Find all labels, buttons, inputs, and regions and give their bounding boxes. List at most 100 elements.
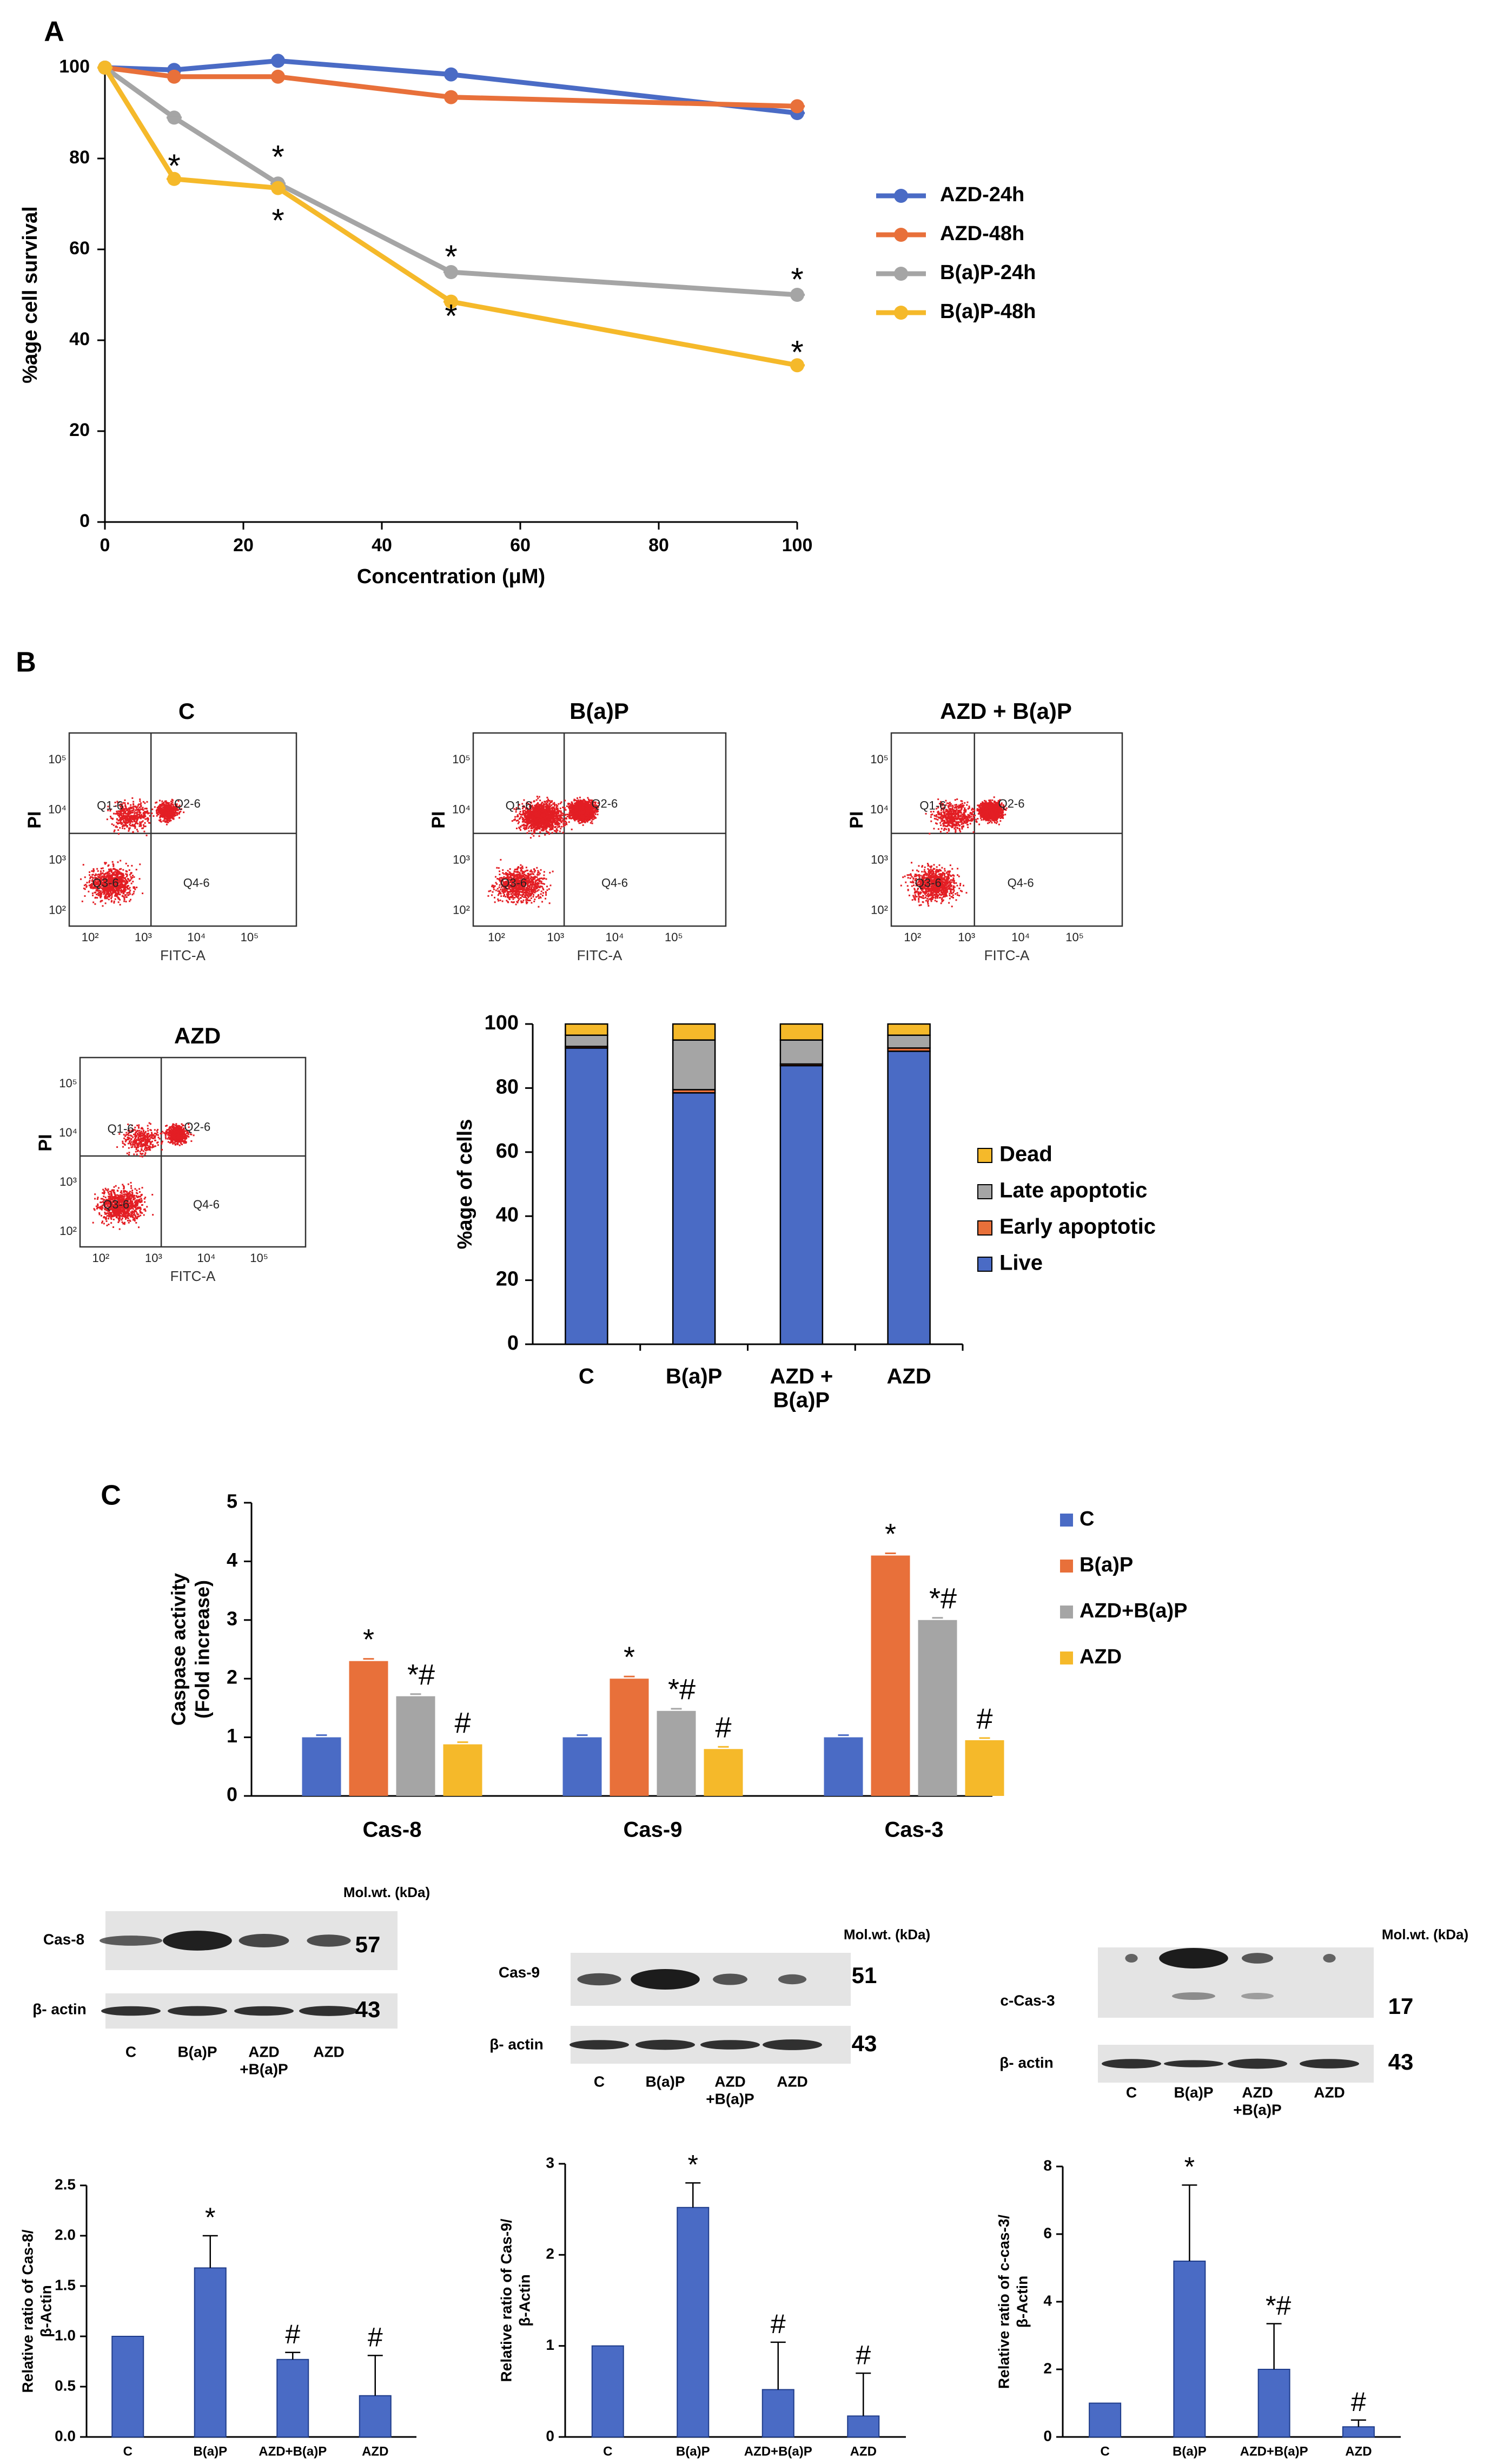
event-dot (534, 804, 536, 807)
event-dot (97, 886, 100, 888)
event-dot (534, 825, 536, 827)
event-dot (173, 813, 175, 815)
event-dot (91, 882, 93, 884)
event-dot (107, 805, 109, 808)
event-dot (156, 809, 158, 811)
event-dot (127, 886, 129, 888)
event-dot (523, 799, 525, 801)
event-dot (508, 881, 510, 883)
event-dot (115, 872, 117, 874)
event-dot (528, 893, 531, 895)
event-dot (127, 865, 129, 867)
event-dot (167, 804, 169, 807)
event-dot (502, 881, 505, 883)
event-dot (538, 808, 540, 810)
event-dot (520, 816, 522, 818)
event-dot (528, 874, 530, 876)
event-dot (509, 881, 511, 883)
event-dot (513, 883, 515, 885)
event-dot (175, 808, 177, 810)
event-dot (505, 873, 507, 875)
event-dot (105, 872, 108, 874)
event-dot (530, 823, 532, 825)
event-dot (166, 821, 168, 823)
event-dot (164, 814, 166, 816)
event-dot (100, 892, 102, 894)
event-dot (508, 887, 510, 889)
event-dot (102, 870, 104, 872)
event-dot (527, 889, 529, 891)
event-dot (504, 891, 506, 893)
event-dot (124, 816, 127, 818)
event-dot (130, 824, 133, 827)
event-dot (542, 828, 544, 830)
event-dot (160, 812, 162, 815)
event-dot (537, 886, 539, 888)
event-dot (148, 812, 150, 814)
event-dot (516, 880, 518, 882)
event-dot (509, 879, 511, 881)
event-dot (116, 875, 118, 877)
event-dot (551, 826, 553, 828)
event-dot (165, 814, 168, 816)
event-dot (542, 822, 545, 824)
event-dot (101, 875, 103, 877)
event-dot (170, 810, 172, 812)
event-dot (520, 829, 522, 831)
event-dot (552, 814, 554, 816)
event-dot (137, 806, 139, 808)
event-dot (112, 892, 114, 894)
event-dot (117, 887, 120, 889)
event-dot (543, 828, 545, 830)
event-dot (514, 886, 516, 888)
event-dot (125, 882, 127, 884)
event-dot (547, 801, 549, 803)
event-dot (579, 796, 581, 798)
event-dot (518, 821, 520, 823)
event-dot (144, 818, 147, 820)
event-dot (496, 888, 499, 890)
event-dot (133, 808, 135, 810)
event-dot (507, 893, 509, 895)
event-dot (527, 873, 529, 875)
event-dot (174, 811, 176, 813)
event-dot (555, 811, 558, 814)
event-dot (512, 901, 514, 903)
event-dot (181, 808, 183, 810)
event-dot (94, 884, 96, 887)
event-dot (491, 886, 493, 888)
event-dot (503, 886, 505, 888)
event-dot (108, 889, 110, 891)
event-dot (531, 818, 533, 821)
event-dot (549, 805, 552, 807)
event-dot (165, 816, 168, 818)
event-dot (539, 880, 541, 882)
event-dot (539, 831, 541, 834)
event-dot (126, 875, 128, 877)
event-dot (144, 815, 147, 817)
event-dot (138, 806, 141, 808)
event-dot (89, 874, 91, 876)
event-dot (105, 880, 107, 882)
event-dot (538, 811, 540, 813)
event-dot (535, 819, 538, 821)
event-dot (117, 833, 120, 835)
event-dot (539, 807, 541, 809)
event-dot (112, 888, 115, 890)
event-dot (117, 869, 119, 871)
event-dot (526, 825, 528, 828)
event-dot (113, 877, 115, 880)
event-dot (525, 888, 527, 890)
flow-frame (68, 732, 297, 927)
event-dot (147, 817, 149, 820)
event-dot (536, 884, 538, 886)
event-dot (519, 827, 521, 829)
event-dot (517, 822, 519, 824)
event-dot (542, 815, 545, 817)
event-dot (505, 872, 507, 874)
event-dot (120, 886, 122, 888)
event-dot (528, 822, 530, 824)
event-dot (127, 884, 129, 887)
significance-marker: * (791, 334, 803, 371)
event-dot (537, 811, 539, 814)
